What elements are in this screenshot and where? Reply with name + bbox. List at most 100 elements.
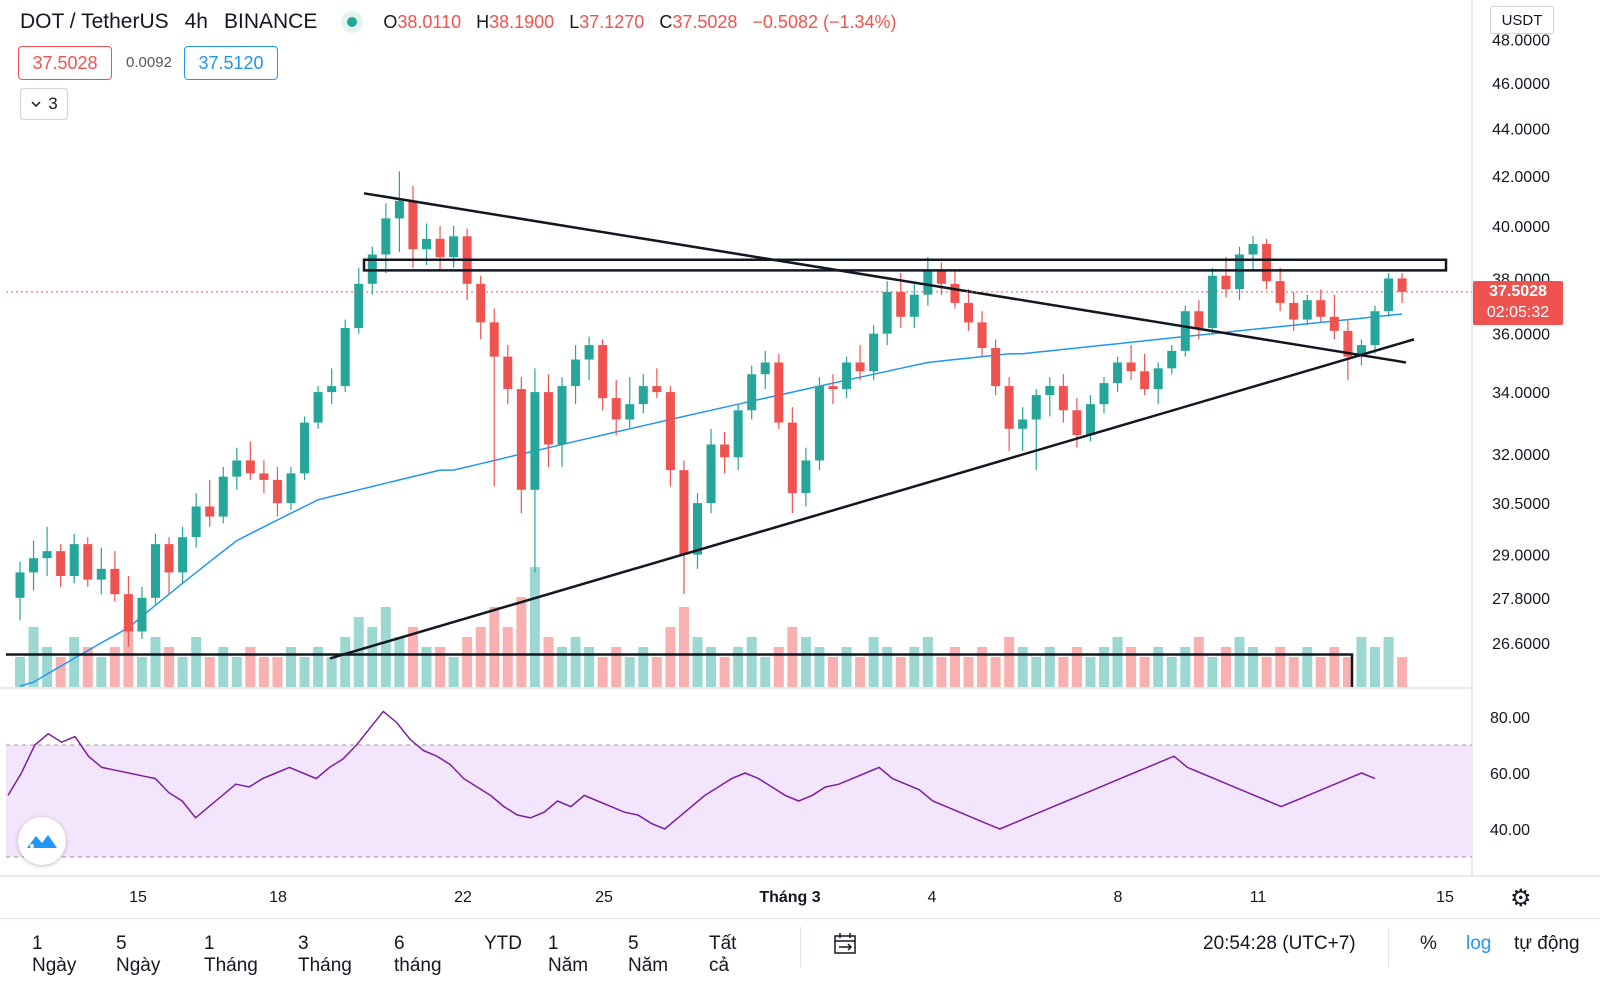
open-label: O	[383, 11, 398, 32]
currency-label[interactable]: USDT	[1490, 6, 1554, 34]
volume-bar	[1302, 647, 1313, 687]
candle-body	[611, 398, 621, 420]
candle-body	[1343, 330, 1353, 357]
volume-bar	[109, 647, 120, 687]
candle-body	[1384, 278, 1394, 312]
candle-body	[300, 422, 310, 474]
percent-scale-button[interactable]: %	[1420, 933, 1437, 954]
symbol-name[interactable]: DOT / TetherUS	[20, 10, 169, 33]
volume-bar	[746, 637, 757, 687]
candle-body	[489, 322, 499, 357]
volume-bar	[882, 647, 893, 687]
bar-countdown: 02:05:32	[1486, 304, 1550, 321]
candle-body	[354, 283, 364, 329]
candle-body	[896, 291, 906, 317]
candle-body	[1221, 275, 1231, 290]
price-tick-label: 40.0000	[1492, 219, 1550, 236]
indicators-toggle-button[interactable]: 3	[20, 88, 68, 120]
candle-body	[422, 238, 431, 250]
volume-bar	[719, 657, 730, 687]
candle-body	[1058, 386, 1068, 411]
range-button-4[interactable]: 6 tháng	[394, 933, 442, 976]
candle-body	[625, 404, 635, 420]
sell-price-button[interactable]: 37.5028	[18, 46, 112, 80]
candle-body	[516, 389, 526, 490]
rsi-tick-label: 40.00	[1490, 822, 1530, 839]
volume-bar	[177, 657, 188, 687]
volume-bar	[407, 627, 418, 687]
candle-body	[787, 422, 797, 494]
volume-bar	[1261, 657, 1272, 687]
gear-icon[interactable]: ⚙	[1510, 885, 1532, 912]
interval-label[interactable]: 4h	[184, 10, 208, 33]
auto-scale-button[interactable]: tự động	[1514, 933, 1580, 954]
volume-bar	[1139, 657, 1150, 687]
rsi-tick-label: 60.00	[1490, 766, 1530, 783]
volume-bar	[313, 647, 324, 687]
volume-bar	[15, 657, 25, 687]
candle-body	[259, 473, 269, 480]
buy-price-button[interactable]: 37.5120	[184, 46, 278, 80]
candle-body	[1194, 311, 1204, 329]
range-button-8[interactable]: Tất cả	[709, 933, 737, 976]
range-button-0[interactable]: 1 Ngày	[32, 933, 77, 976]
range-button-1[interactable]: 5 Ngày	[116, 933, 161, 976]
candle-body	[720, 444, 730, 458]
toolbar-divider	[1388, 927, 1389, 967]
log-scale-button[interactable]: log	[1466, 933, 1492, 954]
range-button-6[interactable]: 1 Năm	[548, 933, 589, 976]
change-value: −0.5082 (−1.34%)	[752, 11, 897, 32]
low-value: 37.1270	[579, 11, 645, 32]
candle-body	[1302, 300, 1312, 320]
candle-body	[178, 537, 188, 573]
calendar-range-icon[interactable]	[832, 931, 858, 957]
candle-body	[232, 460, 242, 477]
candle-body	[218, 476, 228, 517]
volume-bar	[1315, 657, 1326, 687]
tradingview-logo-icon[interactable]	[18, 817, 66, 865]
time-tick-label: 11	[1250, 889, 1267, 906]
bottom-toolbar: 1 Ngày 5 Ngày 1 Tháng 3 Tháng 6 tháng YTD 1 Nă…	[0, 918, 1600, 976]
candle-body	[679, 470, 689, 555]
candle-body	[313, 392, 323, 423]
toolbar-divider	[800, 927, 801, 967]
volume-bar	[258, 657, 269, 687]
volume-bar	[150, 637, 161, 687]
volume-bar	[570, 637, 581, 687]
volume-bar	[949, 647, 960, 687]
volume-bar	[1356, 637, 1367, 687]
support-line	[6, 653, 1354, 687]
price-tick-label: 29.0000	[1492, 548, 1550, 565]
candle-body	[909, 294, 919, 317]
high-label: H	[476, 11, 490, 32]
volume-bar	[367, 627, 378, 687]
candle-body	[693, 503, 702, 555]
candle-body	[245, 460, 255, 474]
candle-body	[1153, 368, 1163, 390]
candle-body	[394, 200, 404, 219]
volume-bar	[1112, 637, 1123, 687]
candle-body	[1072, 410, 1082, 436]
time-tick-label: 18	[269, 889, 287, 906]
volume-bar	[624, 657, 635, 687]
volume-bar	[638, 647, 649, 687]
candle-body	[56, 551, 66, 577]
candle-body	[882, 291, 892, 334]
price-chart[interactable]: 26.6000 27.8000 29.0000 30.5000 32.0000 34.00…	[0, 0, 1600, 918]
candle-body	[991, 347, 1001, 387]
clock-display[interactable]: 20:54:28 (UTC+7)	[1203, 933, 1356, 954]
price-tick-label: 46.0000	[1492, 76, 1550, 93]
volume-bar	[990, 657, 1001, 687]
candle-body	[449, 236, 459, 258]
volume-bar	[1058, 657, 1069, 687]
candle-body	[435, 238, 445, 258]
range-button-7[interactable]: 5 Năm	[628, 933, 669, 976]
candle-body	[1275, 281, 1285, 303]
candle-body	[83, 544, 93, 580]
time-tick-label: 8	[1114, 889, 1123, 906]
range-button-2[interactable]: 1 Tháng	[204, 933, 258, 976]
range-button-5[interactable]: YTD	[484, 933, 522, 954]
candle-body	[408, 200, 418, 250]
candle-body	[774, 362, 784, 423]
range-button-3[interactable]: 3 Tháng	[298, 933, 352, 976]
